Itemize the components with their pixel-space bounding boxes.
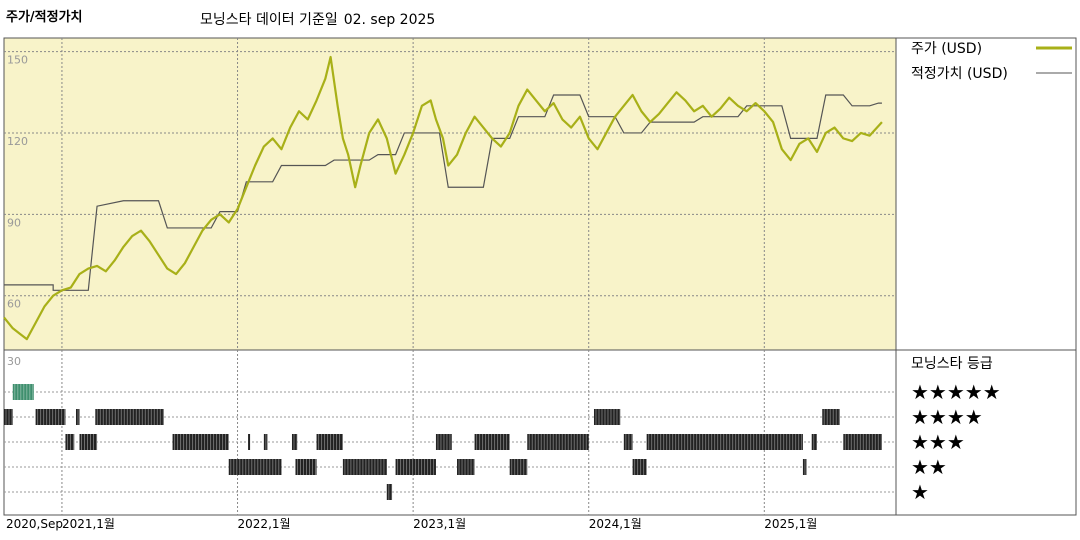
x-tick-2: 2022,1월 (238, 517, 291, 531)
rating-segment-29 (386, 484, 393, 500)
rating-segment-21 (228, 459, 282, 475)
data-source-date: 모닝스타 데이터 기준일 02. sep 2025 (200, 9, 441, 29)
rating-segment-2 (35, 409, 66, 425)
x-tick-3: 2023,1월 (413, 517, 466, 531)
rating-panel-background (3, 349, 897, 516)
x-tick-0: 2020,Sep (6, 517, 63, 531)
rating-segment-20 (843, 434, 882, 450)
rating-label-1: ★ (911, 480, 929, 504)
chart-title: 주가/적정가치 (6, 10, 83, 25)
legend-fair-label: 적정가치 (USD) (911, 66, 1008, 82)
x-tick-5: 2025,1월 (764, 517, 817, 531)
y-tick-labels: 60 90 120 150 30 (7, 54, 28, 368)
rating-segment-26 (509, 459, 528, 475)
rating-segment-4 (95, 409, 164, 425)
rating-segment-0 (12, 384, 34, 400)
series-lines (3, 55, 883, 341)
data-date: 02. sep 2025 (343, 12, 436, 28)
rating-segment-22 (295, 459, 317, 475)
rating-segment-1 (4, 409, 13, 425)
rating-segment-24 (395, 459, 436, 475)
rating-segment-18 (646, 434, 803, 450)
rating-segment-5 (593, 409, 621, 425)
rating-segment-12 (291, 434, 298, 450)
price-panel-background (3, 37, 897, 351)
rating-segment-25 (457, 459, 475, 475)
legend-price-label: 주가 (USD) (911, 41, 982, 57)
y-tick-3: 150 (7, 54, 28, 67)
data-source-label: 모닝스타 데이터 기준일 (200, 12, 338, 28)
y-tick-0: 60 (7, 298, 21, 311)
rating-segment-15 (474, 434, 510, 450)
rating-segment-28 (802, 459, 807, 475)
rating-segment-17 (623, 434, 633, 450)
rating-segment-19 (811, 434, 817, 450)
rating-segment-6 (822, 409, 840, 425)
series-price (3, 55, 883, 341)
rating-segment-16 (527, 434, 589, 450)
rating-segment-11 (263, 434, 268, 450)
rating-label-5: ★★★★★ (911, 380, 1001, 404)
rating-segment-3 (75, 409, 80, 425)
rating-label-4: ★★★★ (911, 405, 983, 429)
rating-segment-10 (248, 434, 251, 450)
rating-title: 모닝스타 등급 (911, 356, 993, 372)
rating-segment-7 (65, 434, 75, 450)
rating-segment-13 (316, 434, 343, 450)
rating-label-3: ★★★ (911, 430, 965, 454)
rating-segment-23 (342, 459, 387, 475)
x-tick-4: 2024,1월 (589, 517, 642, 531)
rating-segment-9 (172, 434, 229, 450)
y-tick-2: 120 (7, 135, 28, 148)
rating-label-2: ★★ (911, 455, 947, 479)
legend: 주가 (USD) 적정가치 (USD) 모닝스타 등급 ★★★★★ ★★★★ ★… (911, 41, 1072, 504)
y-tick-1: 90 (7, 216, 21, 229)
x-tick-1: 2021,1월 (62, 517, 115, 531)
rating-bars (4, 384, 896, 500)
rating-segment-14 (435, 434, 452, 450)
rating-segment-27 (632, 459, 647, 475)
rating-segment-8 (79, 434, 98, 450)
legend-panel (895, 37, 1077, 516)
rating-axis-label: 30 (7, 355, 21, 368)
